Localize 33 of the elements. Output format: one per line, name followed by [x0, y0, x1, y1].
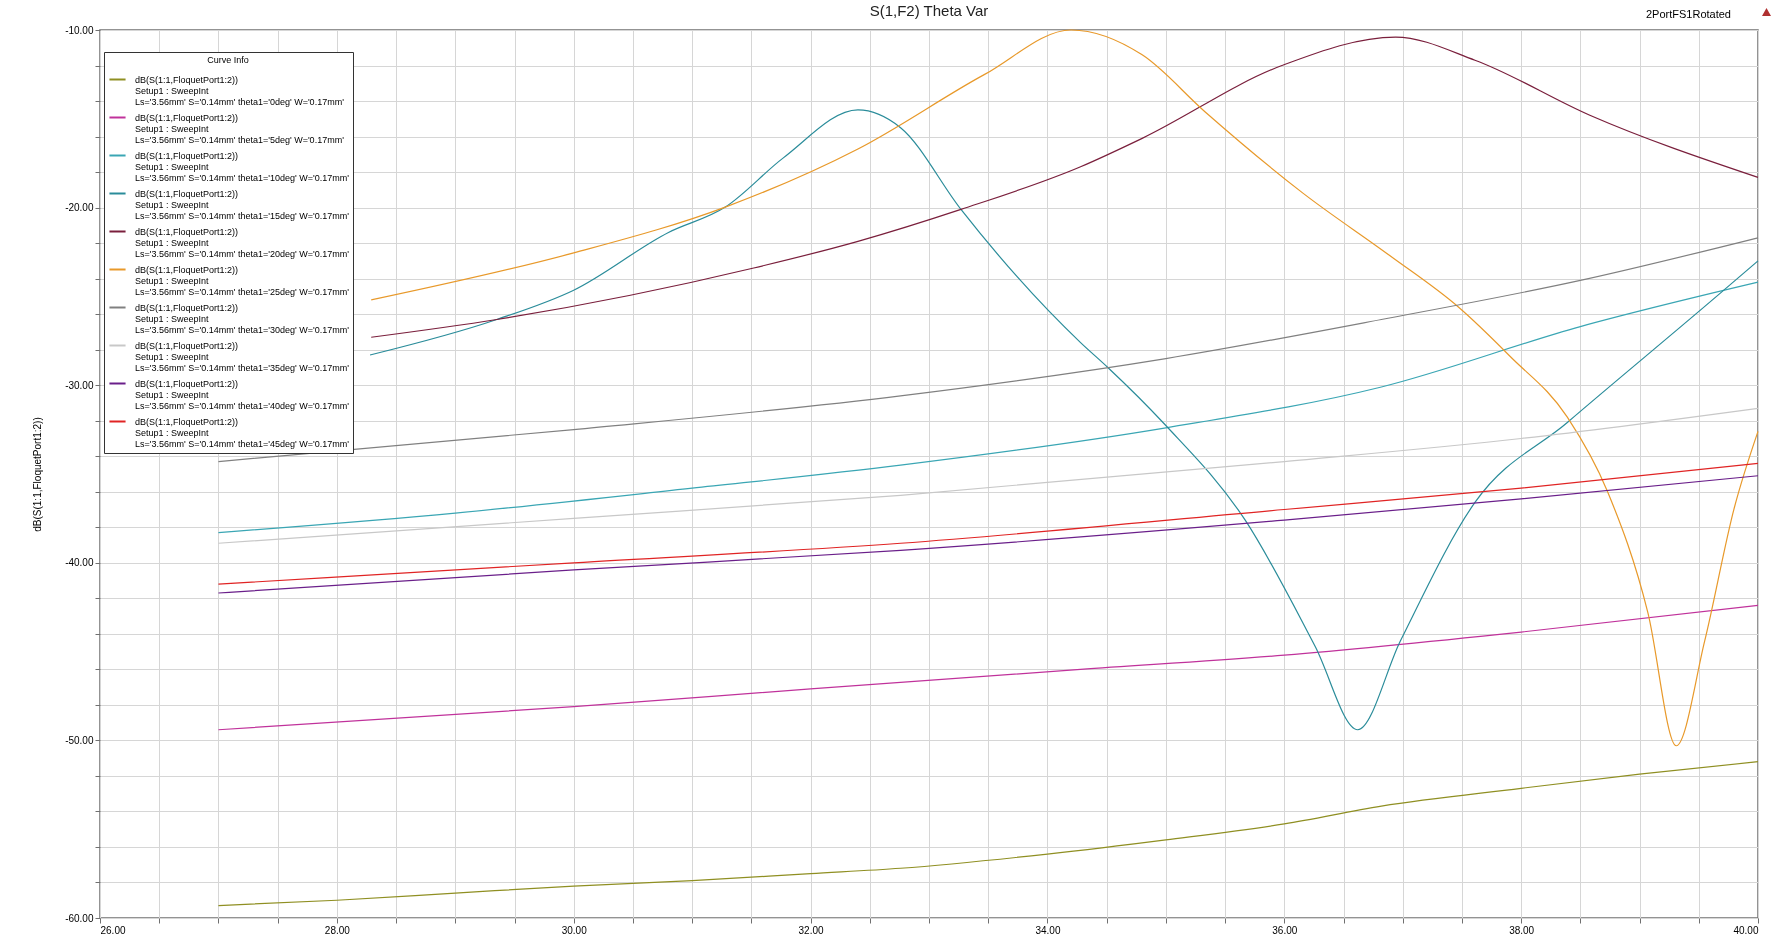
legend-title: Curve Info	[207, 55, 249, 65]
legend-label: dB(S(1:1,FloquetPort1:2)) Setup1 : SweepInt Ls='3.56mm' S='0.14mm' theta1='15deg' W='0.17mm'	[135, 188, 350, 221]
line-series	[217, 761, 1759, 907]
legend-label: dB(S(1:1,FloquetPort1:2)) Setup1 : SweepInt Ls='3.56mm' S='0.14mm' theta1='40deg' W='0.17mm'	[135, 378, 350, 411]
x-tick-label: 26.00	[100, 924, 126, 936]
x-tick-label: 40.00	[1733, 924, 1759, 936]
legend-label: dB(S(1:1,FloquetPort1:2)) Setup1 : SweepInt Ls='3.56mm' S='0.14mm' theta1='5deg' W='0.17mm'	[135, 112, 345, 145]
x-tick-label: 32.00	[798, 924, 825, 936]
y-tick-label: -50.00	[65, 734, 94, 746]
y-tick-label: -30.00	[65, 379, 94, 391]
legend-label: dB(S(1:1,FloquetPort1:2)) Setup1 : SweepInt Ls='3.56mm' S='0.14mm' theta1='30deg' W='0.17mm'	[135, 302, 350, 335]
line-series	[217, 604, 1759, 731]
legend-label: dB(S(1:1,FloquetPort1:2)) Setup1 : SweepInt Ls='3.56mm' S='0.14mm' theta1='45deg' W='0.17mm'	[135, 416, 350, 449]
legend-label: dB(S(1:1,FloquetPort1:2)) Setup1 : SweepInt Ls='3.56mm' S='0.14mm' theta1='25deg' W='0.17mm'	[135, 264, 350, 297]
chart-title: S(1,F2) Theta Var	[869, 2, 989, 19]
y-tick-label: -10.00	[65, 24, 94, 36]
line-series	[217, 475, 1759, 594]
y-tick-label: -60.00	[65, 912, 94, 924]
x-tick-label: 38.00	[1509, 924, 1535, 936]
line-series	[370, 36, 1759, 338]
y-tick-label: -40.00	[65, 557, 94, 569]
x-tick-label: 34.00	[1035, 924, 1061, 936]
legend-label: dB(S(1:1,FloquetPort1:2)) Setup1 : SweepInt Ls='3.56mm' S='0.14mm' theta1='35deg' W='0.17mm'	[135, 340, 350, 373]
legend-label: dB(S(1:1,FloquetPort1:2)) Setup1 : SweepInt Ls='3.56mm' S='0.14mm' theta1='20deg' W='0.17mm'	[135, 226, 350, 259]
legend-label: dB(S(1:1,FloquetPort1:2)) Setup1 : SweepInt Ls='3.56mm' S='0.14mm' theta1='0deg' W='0.17mm'	[135, 74, 345, 107]
x-tick-label: 30.00	[561, 924, 588, 936]
line-series	[217, 462, 1759, 585]
legend-label: dB(S(1:1,FloquetPort1:2)) Setup1 : SweepInt Ls='3.56mm' S='0.14mm' theta1='10deg' W='0.17mm'	[135, 150, 350, 183]
text: 2PortFS1Rotated	[1646, 8, 1731, 20]
y-tick-label: -20.00	[65, 202, 94, 214]
y-axis-title: dB(S(1:1,FloquetPort1:2))	[32, 417, 44, 532]
x-tick-label: 36.00	[1272, 924, 1298, 936]
x-tick-label: 28.00	[324, 924, 351, 936]
